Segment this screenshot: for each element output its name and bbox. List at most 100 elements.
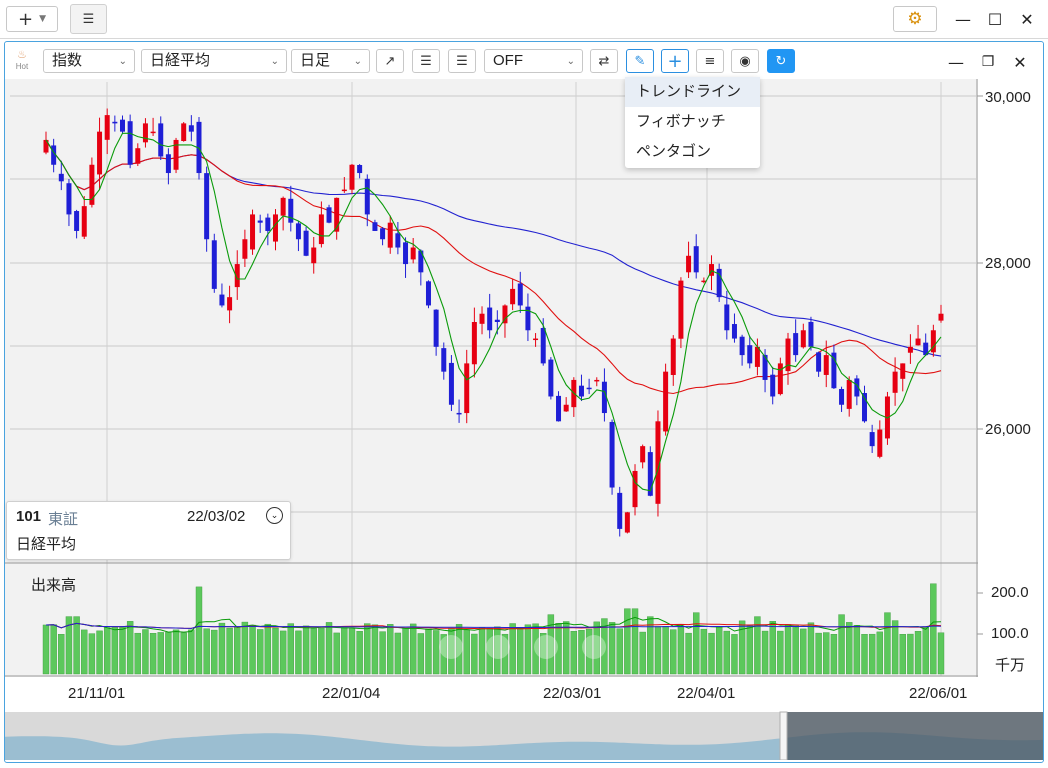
chevron-down-icon[interactable]: ⌄	[266, 507, 283, 524]
draw-tool-menu: トレンドライン フィボナッチ ペンタゴン	[625, 77, 760, 168]
volume-bar	[103, 627, 111, 675]
period-select[interactable]: 日足 ⌄	[291, 49, 370, 73]
volume-bar	[922, 626, 929, 675]
close-window-button[interactable]: ✕	[1015, 8, 1039, 30]
candle-body	[410, 247, 416, 260]
candle-body	[456, 412, 462, 415]
candle-body	[127, 121, 133, 165]
volume-bar	[647, 616, 654, 675]
candlestick-chart[interactable]	[5, 79, 1043, 760]
screenshot-button[interactable]: ◉	[731, 49, 759, 73]
volume-bar	[555, 623, 562, 675]
volume-bar	[715, 626, 723, 675]
candle-body	[403, 242, 409, 265]
volume-bar	[471, 633, 478, 675]
y-tick-label: 30,000	[985, 89, 1031, 106]
gear-icon: ⚙	[907, 9, 923, 29]
panel-restore-button[interactable]: ❐	[976, 51, 1000, 73]
hot-indicator[interactable]: ♨ Hot	[11, 48, 33, 76]
volume-bar	[73, 616, 80, 675]
volume-bar	[792, 625, 799, 675]
volume-bar	[218, 622, 226, 675]
candle-body	[250, 214, 256, 250]
candle-body	[617, 492, 623, 529]
volume-bar	[914, 631, 922, 675]
volume-bar	[800, 628, 807, 675]
settings-sliders-button[interactable]: ≡	[696, 49, 724, 73]
candle-body	[58, 173, 64, 182]
symbol-code: 101	[16, 508, 42, 525]
candle-body	[242, 239, 248, 259]
volume-bar	[126, 621, 134, 675]
indicator-select[interactable]: OFF ⌄	[484, 49, 583, 73]
candle-body	[295, 223, 301, 240]
candle-body	[892, 371, 898, 393]
volume-bar	[88, 633, 96, 675]
volume-bar	[823, 632, 830, 675]
candle-body	[272, 214, 278, 242]
list-button[interactable]: ☰	[70, 4, 107, 34]
volume-bar	[624, 608, 631, 675]
panel-close-button[interactable]: ✕	[1008, 51, 1032, 73]
candle-body	[877, 429, 883, 457]
candle-body	[747, 345, 753, 364]
align-left-button[interactable]: ☰	[412, 49, 440, 73]
candle-body	[655, 421, 661, 504]
menu-item-pentagon[interactable]: ペンタゴン	[636, 143, 712, 160]
chevron-down-icon: ⌄	[566, 56, 575, 67]
refresh-button[interactable]: ↻	[767, 49, 795, 73]
volume-bar	[631, 608, 639, 675]
crosshair-button[interactable]: +	[661, 49, 689, 73]
align-right-button[interactable]: ☰	[448, 49, 476, 73]
indicator-select-value: OFF	[493, 52, 523, 69]
hot-label: Hot	[15, 62, 29, 71]
volume-bar	[203, 628, 210, 675]
candle-body	[754, 346, 760, 367]
volume-bar	[50, 624, 57, 675]
candle-body	[793, 333, 799, 356]
zoom-control-circle	[439, 635, 463, 659]
candle-body	[334, 197, 340, 232]
close-icon: ✕	[1013, 52, 1027, 72]
minimize-window-button[interactable]: —	[951, 8, 975, 30]
volume-bar	[884, 612, 891, 675]
volume-bar	[425, 628, 432, 675]
volume-bar	[723, 630, 731, 675]
candle-body	[686, 255, 692, 273]
symbol-select[interactable]: 日経平均 ⌄	[141, 49, 287, 73]
maximize-window-button[interactable]: ☐	[983, 8, 1007, 30]
add-button[interactable]: + ▼	[6, 6, 58, 32]
maximize-icon: ☐	[987, 9, 1003, 29]
volume-bar	[149, 633, 157, 675]
type-select[interactable]: 指数 ⌄	[43, 49, 135, 73]
symbol-select-value: 日経平均	[150, 52, 211, 69]
candle-body	[594, 379, 600, 382]
minimize-icon: —	[955, 9, 971, 29]
volume-bar	[731, 634, 738, 675]
y-axis-background	[978, 79, 1043, 677]
zoom-button[interactable]: ↗	[376, 49, 404, 73]
panel-minimize-button[interactable]: —	[944, 51, 968, 73]
menu-item-trendline[interactable]: トレンドライン	[625, 77, 760, 107]
shuffle-button[interactable]: ⇄	[590, 49, 618, 73]
volume-bar	[562, 621, 570, 675]
settings-button[interactable]: ⚙	[893, 6, 937, 32]
candle-body	[43, 139, 49, 153]
symbol-info-card[interactable]: 101 東証 22/03/02 ⌄ 日経平均	[6, 501, 291, 560]
candle-body	[670, 338, 676, 375]
volume-bar	[333, 632, 340, 675]
candle-body	[900, 363, 906, 379]
candle-body	[74, 211, 80, 231]
candle-body	[119, 119, 125, 132]
volume-bar	[853, 625, 861, 675]
menu-item-fibonacci[interactable]: フィボナッチ	[636, 113, 726, 130]
volume-bar	[532, 623, 539, 675]
volume-bar	[409, 623, 417, 675]
draw-pen-button[interactable]: ✎	[626, 49, 654, 73]
volume-bar	[478, 627, 486, 675]
volume-bar	[907, 633, 914, 675]
volume-bar	[899, 634, 906, 675]
market-label: 東証	[48, 511, 79, 528]
volume-bar	[685, 632, 692, 675]
volume-bar	[708, 632, 715, 675]
